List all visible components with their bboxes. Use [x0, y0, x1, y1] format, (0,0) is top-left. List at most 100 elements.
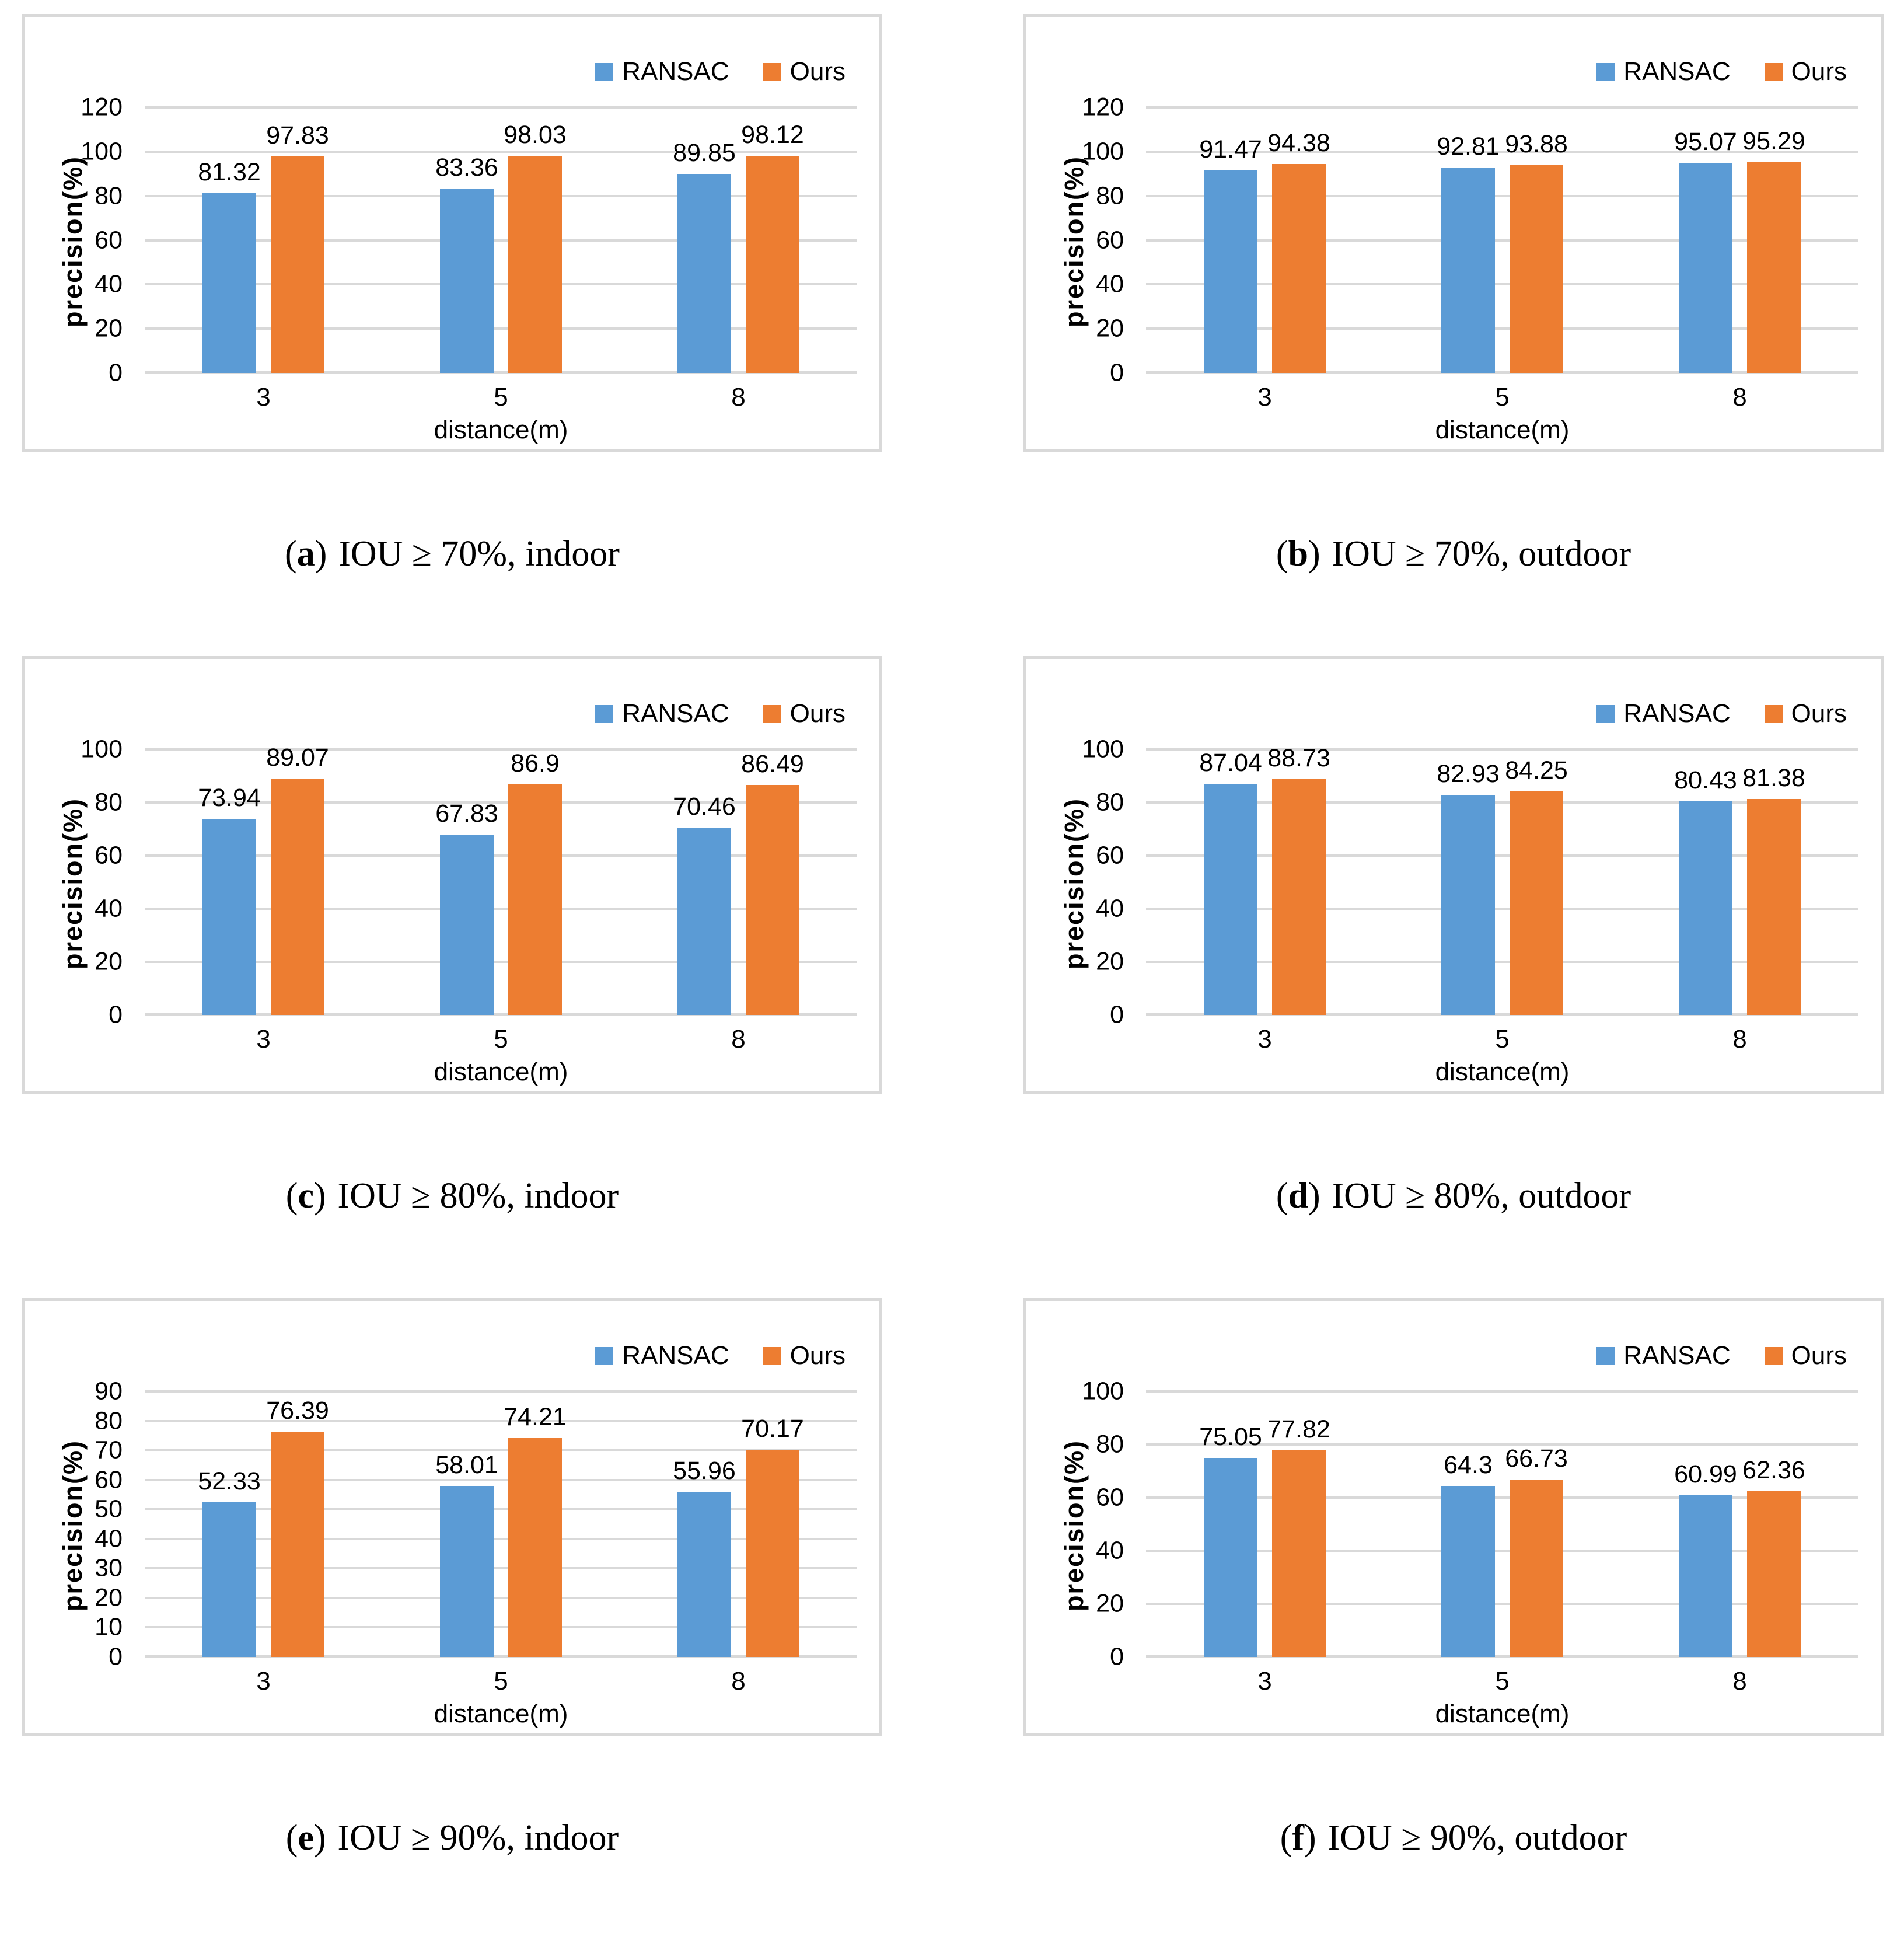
caption-text: IOU ≥ 70%, outdoor [1332, 533, 1631, 574]
gridline [1146, 1013, 1858, 1016]
bar-value-label: 86.9 [511, 749, 560, 777]
x-tick-label: 5 [494, 383, 508, 411]
y-tick-label: 120 [1082, 93, 1124, 121]
y-tick-label: 20 [1096, 947, 1124, 976]
bar-value-label: 86.49 [741, 750, 804, 779]
caption-letter: b [1288, 533, 1308, 574]
y-tick-label: 60 [95, 226, 123, 254]
bar-ours-5m: 66.73 [1505, 1446, 1568, 1657]
bar-ours-3m: 77.82 [1267, 1416, 1330, 1657]
chart-panel: RANSAC Ours precision(%) 0 20 40 60 80 100 73.… [22, 656, 882, 1094]
y-tick-label: 60 [95, 841, 123, 870]
bar-value-label: 95.29 [1742, 127, 1805, 155]
y-tick-label: 80 [1096, 788, 1124, 817]
bar-ours-5m: 86.9 [508, 751, 562, 1015]
gridline [145, 1449, 857, 1452]
gridline [145, 1508, 857, 1511]
bar-group-3: 91.47 94.38 [1199, 107, 1330, 373]
y-tick-label: 100 [1082, 735, 1124, 763]
y-tick-label: 40 [1096, 270, 1124, 298]
bar-group-5: 64.3 66.73 [1441, 1391, 1568, 1657]
bar-ransac-8m: 89.85 [673, 141, 736, 373]
legend-item-ours: Ours [1764, 1343, 1847, 1369]
gridline [1146, 371, 1858, 374]
y-tick-label: 100 [81, 137, 123, 166]
y-tick-label: 0 [109, 1642, 123, 1671]
gridline [1146, 854, 1858, 857]
legend-item-ours: Ours [763, 1343, 846, 1369]
y-tick-label: 40 [1096, 894, 1124, 923]
legend-label: RANSAC [1623, 57, 1731, 86]
gridline [1146, 908, 1858, 910]
x-axis-title: distance(m) [434, 1058, 568, 1086]
bar-value-label: 81.38 [1742, 763, 1805, 792]
gridline [145, 371, 857, 374]
bar-value-label: 94.38 [1267, 129, 1330, 158]
legend-swatch-icon [1764, 1346, 1783, 1365]
plot-area: 0 10 20 30 40 50 60 70 80 90 52.33 76.39 58.01 74.21… [95, 1379, 857, 1727]
y-tick-label: 20 [95, 947, 123, 976]
legend-label: Ours [1791, 699, 1847, 728]
bar-group-3: 52.33 76.39 [198, 1391, 329, 1657]
legend-item-ransac: RANSAC [1596, 701, 1731, 727]
bar-value-label: 67.83 [435, 800, 498, 828]
bar-ransac-3m: 81.32 [198, 159, 261, 373]
legend-swatch-icon [595, 1346, 614, 1365]
bar-group-5: 92.81 93.88 [1437, 107, 1568, 373]
gridline [1146, 748, 1858, 751]
figure-a: RANSAC Ours precision(%) 0 20 40 60 80 100 120 … [22, 14, 882, 656]
bar-value-label: 97.83 [266, 121, 329, 150]
figure-f: RANSAC Ours precision(%) 0 20 40 60 80 100 75.… [1023, 1298, 1884, 1940]
y-axis-title: precision(%) [1059, 1439, 1089, 1612]
chart-panel: RANSAC Ours precision(%) 0 20 40 60 80 100 120 … [1023, 14, 1884, 452]
chart-panel: RANSAC Ours precision(%) 0 20 40 60 80 100 120 … [22, 14, 882, 452]
gridline [145, 283, 857, 286]
legend-label: RANSAC [1623, 1341, 1731, 1370]
bar-ours-8m: 81.38 [1742, 765, 1805, 1015]
caption-paren-close: ) [315, 533, 327, 574]
y-tick-label: 50 [95, 1495, 123, 1523]
bar-ours-8m: 86.49 [741, 752, 804, 1015]
figure-d: RANSAC Ours precision(%) 0 20 40 60 80 100 87.… [1023, 656, 1884, 1298]
chart-caption: (b) IOU ≥ 70%, outdoor [1023, 452, 1884, 656]
bar-ours-3m: 97.83 [266, 123, 329, 373]
bar-value-label: 58.01 [435, 1450, 498, 1479]
bar-ransac-8m: 80.43 [1674, 768, 1737, 1015]
legend-swatch-icon [1596, 62, 1615, 81]
gridline [145, 854, 857, 857]
bar-value-label: 70.46 [673, 793, 736, 821]
bar-group-5: 83.36 98.03 [435, 107, 567, 373]
bar-value-label: 81.32 [198, 158, 261, 186]
y-tick-label: 80 [95, 182, 123, 210]
caption-letter: a [296, 533, 315, 574]
bar-value-label: 98.12 [741, 120, 804, 149]
legend-label: RANSAC [622, 699, 729, 728]
chart-panel: RANSAC Ours precision(%) 0 10 20 30 40 50 60 70 8… [22, 1298, 882, 1736]
y-tick-label: 20 [1096, 314, 1124, 343]
bar-group-8: 95.07 95.29 [1674, 107, 1805, 373]
legend-swatch-icon [763, 62, 781, 81]
legend-swatch-icon [763, 704, 781, 723]
bar-ransac-5m: 64.3 [1441, 1453, 1495, 1657]
bar-ransac-3m: 87.04 [1199, 750, 1262, 1015]
gridline [145, 748, 857, 751]
gridline [145, 1419, 857, 1422]
bar-ransac-5m: 67.83 [435, 801, 498, 1015]
y-tick-label: 40 [1096, 1536, 1124, 1565]
caption-letter: d [1288, 1175, 1308, 1216]
legend-item-ransac: RANSAC [595, 701, 729, 727]
y-tick-label: 0 [1110, 1642, 1124, 1671]
caption-paren-close: ) [313, 1175, 326, 1216]
bar-group-5: 58.01 74.21 [435, 1391, 567, 1657]
legend-item-ransac: RANSAC [595, 1343, 729, 1369]
legend-item-ransac: RANSAC [595, 59, 729, 85]
y-tick-label: 100 [81, 735, 123, 763]
bar-value-label: 80.43 [1674, 766, 1737, 795]
y-tick-label: 90 [95, 1377, 123, 1405]
caption-paren-close: ) [313, 1817, 326, 1858]
caption-paren-close: ) [1308, 533, 1320, 574]
legend-label: Ours [1791, 57, 1847, 86]
bar-value-label: 92.81 [1437, 132, 1500, 161]
bar-value-label: 52.33 [198, 1467, 261, 1496]
x-tick-label: 8 [731, 1667, 746, 1695]
